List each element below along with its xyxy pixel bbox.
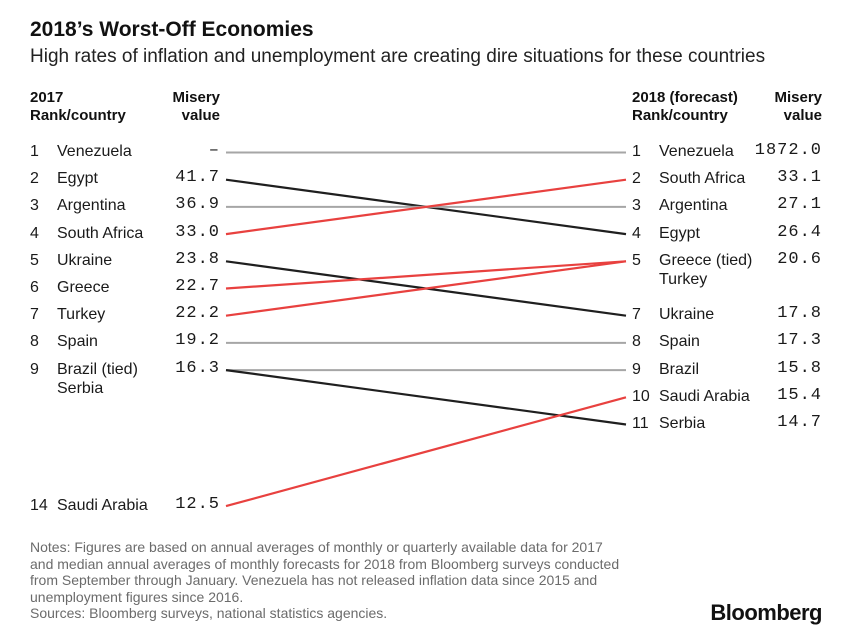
right-country: Brazil (659, 360, 700, 378)
right-misery-value: 1872.0 (754, 141, 822, 160)
left-misery-value: 36.9 (175, 195, 220, 215)
left-rank: 9 (30, 360, 39, 378)
left-misery-value: – (208, 141, 220, 160)
left-country: South Africa (57, 224, 144, 242)
chart-notes: Notes: Figures are based on annual avera… (30, 539, 620, 621)
left-rank: 3 (30, 197, 39, 215)
right-misery-value: 33.1 (777, 168, 822, 188)
right-country: South Africa (659, 170, 746, 188)
right-rank: 5 (632, 251, 641, 269)
right-country: Ukraine (659, 306, 715, 324)
right-rank: 2 (632, 170, 641, 188)
right-value-header: Misery value (774, 89, 822, 124)
right-rank: 3 (632, 197, 641, 215)
bloomberg-logo: Bloomberg (710, 600, 822, 625)
right-country: Egypt (659, 224, 700, 242)
right-country: Argentina (659, 197, 728, 215)
link-line-saudi-arabia (225, 396, 627, 508)
left-rank: 1 (30, 143, 39, 160)
right-rank: 1 (632, 143, 641, 160)
left-rank: 2 (30, 170, 39, 188)
left-misery-value: 22.2 (175, 304, 220, 324)
link-line-south-africa (225, 178, 627, 236)
left-rank: 5 (30, 251, 39, 269)
right-misery-value: 17.3 (777, 331, 822, 351)
left-country: Ukraine (57, 251, 113, 269)
right-misery-value: 17.8 (777, 304, 822, 324)
right-misery-value: 26.4 (777, 222, 822, 242)
right-country: Saudi Arabia (659, 387, 750, 405)
chart-subtitle: High rates of inflation and unemployment… (30, 46, 766, 67)
right-misery-value: 15.4 (777, 385, 822, 405)
link-line-greece (225, 260, 627, 290)
left-misery-value: 22.7 (175, 277, 220, 296)
left-rank: 6 (30, 279, 39, 296)
left-misery-value: 19.2 (175, 331, 220, 351)
left-country: Venezuela (57, 143, 132, 160)
left-country: Egypt (57, 170, 98, 188)
left-rank: 14 (30, 496, 48, 514)
right-country: Greece (tied) Turkey (659, 251, 753, 288)
link-line-turkey (225, 260, 627, 317)
left-country: Saudi Arabia (57, 496, 148, 514)
right-rank: 9 (632, 360, 641, 378)
left-country: Argentina (57, 197, 126, 215)
right-rank: 8 (632, 333, 641, 351)
right-rank-header: 2018 (forecast) Rank/country (632, 89, 738, 124)
left-misery-value: 16.3 (175, 358, 220, 378)
left-country: Turkey (57, 306, 106, 324)
left-country: Spain (57, 333, 98, 351)
right-country: Venezuela (659, 143, 734, 160)
left-value-header: Misery value (172, 89, 220, 124)
right-country: Serbia (659, 415, 706, 432)
right-rank: 4 (632, 224, 641, 242)
left-country: Greece (57, 279, 110, 296)
link-line-serbia (225, 369, 627, 426)
right-rank: 11 (632, 415, 649, 432)
left-rank-header: 2017 Rank/country (30, 89, 126, 124)
left-misery-value: 33.0 (175, 222, 220, 242)
right-rank: 10 (632, 387, 650, 405)
left-rank: 4 (30, 224, 39, 242)
left-rank: 7 (30, 306, 39, 324)
left-country: Brazil (tied) Serbia (57, 360, 138, 397)
right-country: Spain (659, 333, 700, 351)
chart-title: 2018’s Worst-Off Economies (30, 18, 314, 41)
right-misery-value: 20.6 (777, 249, 822, 269)
left-rank: 8 (30, 333, 39, 351)
left-misery-value: 41.7 (175, 168, 220, 188)
right-misery-value: 27.1 (777, 195, 822, 215)
right-rank: 7 (632, 306, 641, 324)
right-misery-value: 14.7 (777, 413, 822, 432)
left-misery-value: 23.8 (175, 249, 220, 269)
right-misery-value: 15.8 (777, 358, 822, 378)
left-misery-value: 12.5 (175, 494, 220, 514)
